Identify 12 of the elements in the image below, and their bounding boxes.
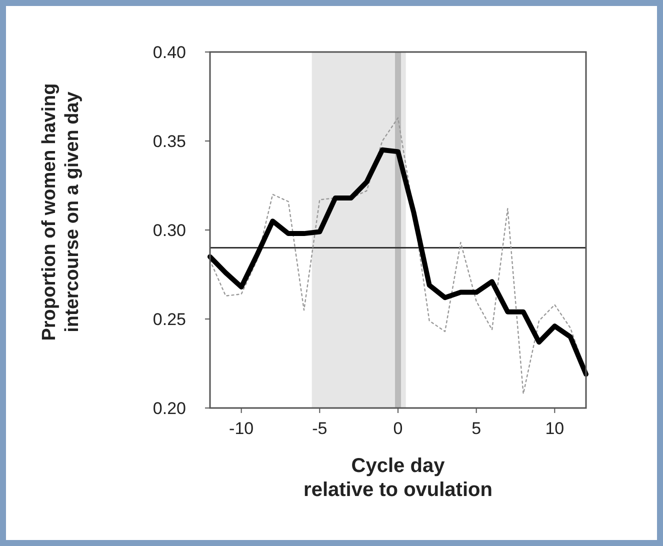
x-tick-label: 5 — [472, 419, 482, 438]
y-tick-label: 0.35 — [152, 132, 186, 151]
x-axis-title: Cycle day relative to ovulation — [304, 455, 492, 501]
y-tick-label: 0.30 — [152, 221, 186, 240]
y-tick-label: 0.20 — [152, 399, 186, 418]
x-tick-label: -5 — [312, 419, 328, 438]
x-tick-label: -10 — [229, 419, 254, 438]
x-tick-label: 10 — [545, 419, 564, 438]
y-tick-label: 0.25 — [152, 310, 186, 329]
y-axis-title: Proportion of women having intercourse on a given day — [39, 83, 83, 341]
y-tick-label: 0.40 — [152, 43, 186, 62]
x-tick-label: 0 — [393, 419, 403, 438]
